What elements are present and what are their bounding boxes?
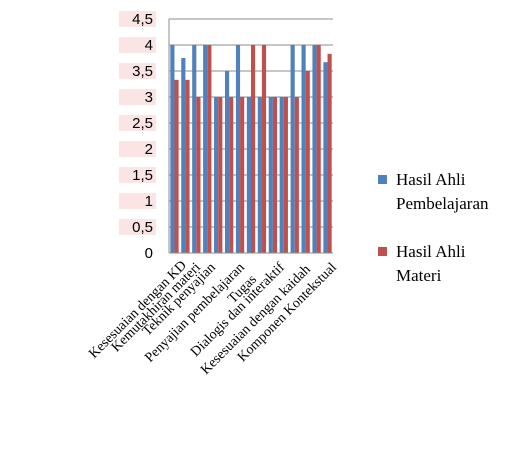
- y-tick-label: 3: [145, 89, 153, 106]
- bar: [294, 97, 299, 253]
- y-tick-label: 2: [145, 141, 153, 158]
- bar: [218, 97, 223, 253]
- bar: [185, 79, 190, 253]
- y-tick-label: 0,5: [132, 219, 153, 236]
- bar: [268, 97, 273, 253]
- bar: [192, 45, 197, 253]
- bar: [246, 97, 251, 253]
- y-tick-label: 4,5: [132, 11, 153, 28]
- bar: [323, 62, 328, 253]
- bar: [207, 45, 212, 253]
- y-tick-label: 2,5: [132, 115, 153, 132]
- y-tick-label: 0: [145, 245, 153, 262]
- y-tick-highlight: [119, 37, 156, 53]
- bar: [229, 97, 234, 253]
- y-tick-label: 4: [145, 37, 153, 54]
- y-tick-highlights: [119, 11, 156, 235]
- legend-label: Hasil Ahli: [396, 170, 466, 189]
- y-tick-highlight: [119, 89, 156, 105]
- bar: [305, 71, 310, 253]
- y-tick-highlight: [119, 193, 156, 209]
- bar: [224, 71, 230, 253]
- bar: [170, 45, 175, 253]
- legend-label: Hasil Ahli: [396, 242, 466, 261]
- y-tick-highlight: [119, 63, 156, 79]
- y-tick-label: 3,5: [132, 63, 153, 80]
- bar: [174, 79, 179, 253]
- bar: [214, 97, 219, 253]
- y-tick-highlight: [119, 167, 156, 183]
- legend-label: Materi: [396, 266, 442, 285]
- legend-swatch: [378, 175, 387, 184]
- y-tick-highlight: [119, 11, 156, 27]
- bar: [203, 45, 208, 253]
- y-tick-label: 1,5: [132, 167, 153, 184]
- bar: [301, 45, 306, 253]
- bars: [170, 45, 332, 254]
- y-tick-labels: 0 0,5 1 1,5 2 2,5 3 3,5 4 4,5: [132, 11, 153, 262]
- y-tick-highlight: [119, 141, 156, 157]
- axes: [168, 19, 333, 254]
- bar: [279, 97, 284, 253]
- bar: [181, 58, 186, 253]
- bar: [272, 97, 278, 253]
- bar: [312, 45, 317, 253]
- bar: [327, 53, 332, 254]
- bar: [290, 45, 295, 253]
- bar: [251, 45, 256, 253]
- legend: Hasil Ahli Pembelajaran Hasil Ahli Materi: [378, 170, 489, 285]
- legend-label: Pembelajaran: [396, 194, 489, 213]
- bar: [261, 45, 267, 253]
- bar: [240, 97, 245, 253]
- legend-swatch: [378, 247, 387, 256]
- bar: [257, 97, 262, 253]
- bar: [235, 45, 241, 253]
- y-tick-highlight: [119, 115, 156, 131]
- bar: [196, 97, 201, 253]
- y-tick-label: 1: [145, 193, 153, 210]
- bar: [283, 97, 288, 253]
- y-tick-highlight: [119, 219, 156, 235]
- bar: [316, 45, 321, 253]
